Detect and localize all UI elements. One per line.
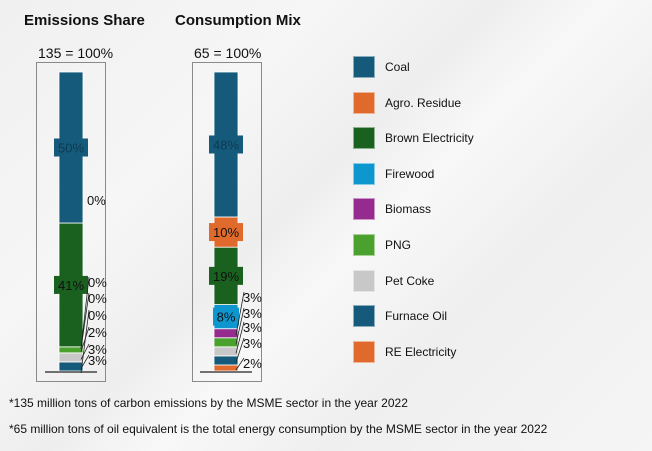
legend-item: Furnace Oil bbox=[353, 304, 447, 328]
leader-line bbox=[235, 291, 245, 336]
bar-segment bbox=[58, 352, 84, 363]
leader-line bbox=[235, 337, 245, 363]
data-label: 50% bbox=[58, 141, 84, 156]
legend-item: Brown Electricity bbox=[353, 126, 474, 150]
emissions-footnote: *135 million tons of carbon emissions by… bbox=[9, 396, 408, 410]
data-label: 3% bbox=[243, 306, 262, 321]
leader-line bbox=[80, 354, 90, 369]
legend-swatch bbox=[353, 127, 375, 150]
consumption-total-label: 65 = 100% bbox=[194, 45, 262, 61]
data-label-box bbox=[209, 266, 243, 285]
emissions-total-label: 135 = 100% bbox=[38, 45, 114, 61]
leader-line bbox=[80, 343, 90, 360]
legend-label: Brown Electricity bbox=[385, 131, 474, 146]
data-label: 10% bbox=[213, 225, 239, 240]
legend-swatch bbox=[353, 56, 375, 78]
bar-segment bbox=[213, 355, 239, 366]
data-label: 3% bbox=[243, 320, 262, 335]
emissions-frame bbox=[36, 62, 106, 382]
leader-line bbox=[80, 292, 90, 349]
legend-item: Pet Coke bbox=[353, 269, 434, 293]
leader-line bbox=[80, 309, 90, 374]
legend-item: Agro. Residue bbox=[353, 91, 461, 115]
legend-label: Biomass bbox=[385, 202, 432, 217]
legend-swatch bbox=[353, 91, 375, 114]
legend-item: PNG bbox=[353, 233, 411, 257]
legend-label: Pet Coke bbox=[385, 273, 435, 288]
legend-label: RE Electricity bbox=[385, 344, 457, 359]
emissions-title: Emissions Share bbox=[24, 12, 145, 29]
data-label: 3% bbox=[243, 336, 262, 351]
legend-label: PNG bbox=[385, 238, 412, 252]
data-label: 0% bbox=[87, 193, 106, 208]
legend-item: Biomass bbox=[353, 197, 431, 221]
data-label: 0% bbox=[88, 275, 107, 290]
data-label: 3% bbox=[88, 353, 107, 368]
consumption-frame bbox=[192, 62, 262, 382]
bar-segment bbox=[58, 361, 84, 372]
legend-swatch bbox=[353, 269, 375, 292]
consumption-footnote: *65 million tons of oil equivalent is th… bbox=[9, 422, 548, 436]
legend-item: Firewood bbox=[353, 162, 434, 186]
data-label: 8% bbox=[217, 310, 236, 325]
data-label: 19% bbox=[213, 269, 239, 284]
data-label: 3% bbox=[243, 290, 262, 305]
data-label: 0% bbox=[88, 291, 107, 306]
data-label: 2% bbox=[88, 325, 107, 340]
bar-segment bbox=[58, 346, 84, 354]
data-label: 3% bbox=[88, 342, 107, 357]
data-label: 0% bbox=[88, 308, 107, 323]
legend-swatch bbox=[353, 305, 375, 328]
bar-segment bbox=[213, 346, 239, 357]
leader-line bbox=[235, 321, 245, 354]
data-label: 2% bbox=[243, 356, 262, 371]
consumption-title: Consumption Mix bbox=[175, 12, 301, 29]
bar-segment bbox=[213, 337, 239, 348]
data-label-box bbox=[209, 135, 243, 154]
data-label-box bbox=[54, 138, 88, 157]
legend-label: Furnace Oil bbox=[385, 309, 448, 324]
data-label: 48% bbox=[213, 137, 239, 152]
legend-swatch bbox=[353, 198, 375, 221]
legend-label: Firewood bbox=[385, 166, 435, 181]
legend-item: RE Electricity bbox=[353, 340, 456, 364]
data-label-box bbox=[213, 307, 239, 326]
bar-segment bbox=[213, 364, 239, 372]
leader-line bbox=[235, 307, 245, 345]
legend-swatch bbox=[353, 340, 375, 363]
leader-line bbox=[235, 357, 245, 371]
legend-item: Coal bbox=[353, 55, 410, 79]
data-label-box bbox=[54, 275, 88, 294]
data-label-box bbox=[209, 223, 243, 242]
data-label: 41% bbox=[58, 278, 84, 293]
legend-label: Coal bbox=[385, 60, 410, 74]
legend-swatch bbox=[353, 234, 375, 256]
legend-label: Agro. Residue bbox=[385, 95, 462, 110]
bar-segment bbox=[213, 328, 239, 339]
legend-swatch bbox=[353, 162, 375, 185]
